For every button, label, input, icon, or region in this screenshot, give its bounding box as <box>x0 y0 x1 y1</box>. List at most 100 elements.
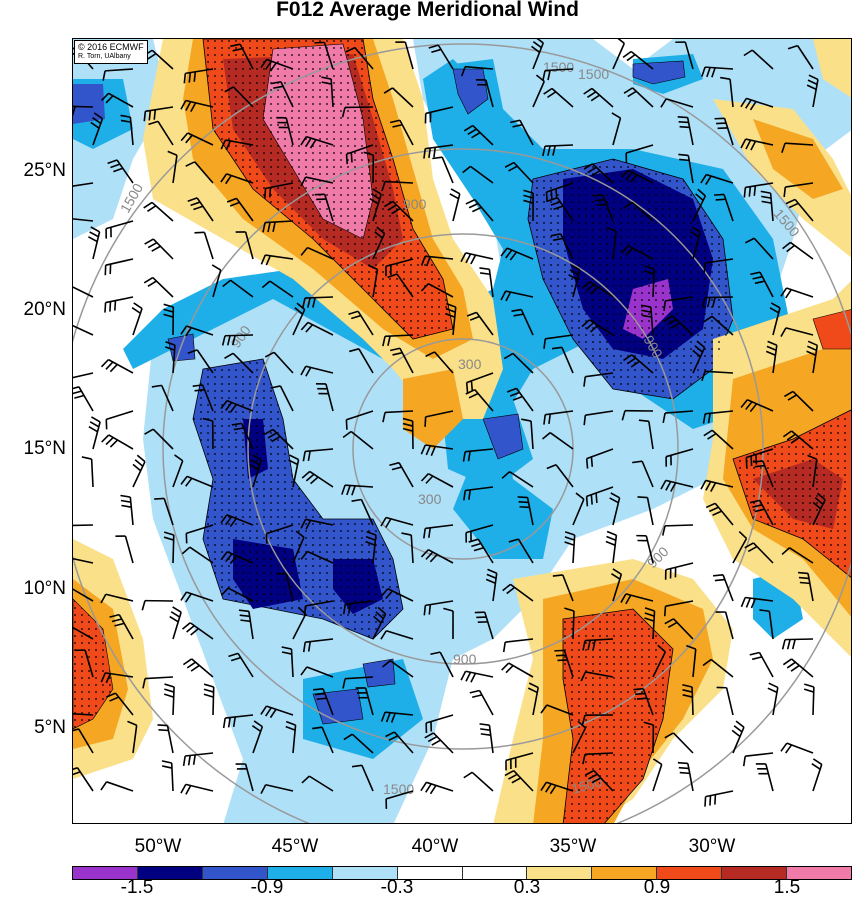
wind-barb-flag <box>363 151 374 156</box>
wind-barb-flag <box>486 573 497 579</box>
wind-barb-flag <box>505 249 513 259</box>
wind-barb-flag <box>463 490 467 501</box>
wind-barb-flag <box>143 276 154 284</box>
wind-barb-flag <box>252 454 262 461</box>
wind-barb-shaft <box>73 588 94 602</box>
wind-barb-flag <box>305 519 312 530</box>
wind-barb-flag <box>740 597 746 608</box>
wind-barb-flag <box>148 120 159 126</box>
wind-barb-flag <box>548 413 552 425</box>
wind-barb-flag <box>469 315 480 321</box>
wind-barb-shaft <box>512 352 534 374</box>
wind-barb-flag <box>109 613 120 618</box>
wind-barb-shaft <box>572 727 587 754</box>
wind-barb-flag <box>747 545 758 553</box>
wind-barb-flag <box>620 593 627 603</box>
wind-barb-flag <box>807 454 818 460</box>
wind-barb-flag <box>260 254 267 265</box>
wind-barb-shaft <box>186 524 214 535</box>
wind-barb-flag <box>180 100 187 110</box>
wind-barb-flag <box>428 44 439 49</box>
wind-barb-flag <box>704 796 707 807</box>
wind-barb-flag <box>144 428 154 435</box>
contour-label: 900 <box>453 651 477 667</box>
wind-barb-shaft <box>78 728 94 754</box>
wind-barb-shaft <box>105 258 134 266</box>
wind-barb-shaft <box>212 269 222 298</box>
wind-barb-flag <box>709 506 719 513</box>
wind-barb-flag <box>787 44 798 50</box>
wind-barb-flag <box>750 271 761 276</box>
wind-barb-shaft <box>354 47 374 70</box>
wind-barb-flag <box>623 201 633 209</box>
contour-label: 1500 <box>570 773 604 797</box>
wind-barb-flag <box>786 661 796 669</box>
wind-barb-flag <box>523 194 534 199</box>
wind-barb-flag <box>814 497 824 505</box>
wind-barb-flag <box>743 187 747 198</box>
wind-barb-shaft <box>90 458 94 488</box>
wind-barb-flag <box>73 106 76 117</box>
wind-barb-flag <box>268 187 272 198</box>
wind-barb-flag <box>714 578 725 582</box>
wind-barb-flag <box>231 422 242 426</box>
wind-barb-flag <box>521 418 532 422</box>
wind-barb-shaft <box>410 535 414 564</box>
wind-barb-shaft <box>265 783 294 792</box>
wind-barb-flag <box>289 454 299 461</box>
wind-barb-flag <box>748 186 752 197</box>
wind-barb-flag <box>711 67 716 78</box>
wind-barb-shaft <box>292 613 307 640</box>
wind-barb-flag <box>472 694 483 699</box>
wind-barb-flag <box>253 720 263 728</box>
wind-barb-flag <box>585 321 595 330</box>
wind-barb-flag <box>542 70 546 81</box>
wind-barb-shaft <box>665 600 694 607</box>
wind-barb-flag <box>701 371 706 382</box>
wind-barb-shaft <box>163 498 174 526</box>
wind-barb-shaft <box>244 231 254 260</box>
wind-barb-flag <box>575 492 585 500</box>
wind-barb-shaft <box>266 524 294 535</box>
wind-barb-flag <box>430 651 441 656</box>
wind-barb-flag <box>424 732 434 739</box>
wind-barb-flag <box>554 649 565 652</box>
wind-barb-flag <box>787 394 798 401</box>
wind-barb-shaft <box>73 324 94 336</box>
wind-barb-flag <box>225 175 232 185</box>
wind-barb-flag <box>585 283 595 292</box>
wind-barb-flag <box>768 682 779 689</box>
wind-barb-flag <box>203 693 214 698</box>
wind-barb-shaft <box>652 651 667 678</box>
wind-barb-shaft <box>768 611 774 640</box>
colorbar <box>72 866 852 880</box>
wind-barb-flag <box>780 327 787 337</box>
wind-barb-flag <box>517 496 528 499</box>
wind-barb-shaft <box>389 660 414 678</box>
wind-barb-flag <box>644 607 655 612</box>
wind-barb-flag <box>295 530 305 538</box>
wind-barb-flag <box>806 350 817 357</box>
wind-barb-flag <box>731 729 741 738</box>
wind-barb-shaft <box>305 176 334 184</box>
wind-barb-flag <box>782 658 793 666</box>
wind-barb-flag <box>221 335 226 346</box>
wind-barb-flag <box>261 280 271 289</box>
wind-barb-flag <box>677 116 688 119</box>
wind-barb-flag <box>300 321 309 331</box>
wind-barb-flag <box>88 426 98 433</box>
lat-label: 25°N <box>23 160 66 181</box>
wind-barb-flag <box>100 672 107 683</box>
wind-barb-flag <box>709 795 712 806</box>
wind-barb-flag <box>468 538 479 543</box>
wind-barb-shaft <box>687 763 694 792</box>
wind-barb-flag <box>91 416 101 423</box>
wind-barb-flag <box>710 482 717 492</box>
wind-barb-flag <box>643 721 654 726</box>
wind-barb-flag <box>469 689 480 694</box>
wind-barb-shaft <box>509 470 534 488</box>
wind-barb-shaft <box>710 658 734 678</box>
wind-barb-flag <box>590 94 601 102</box>
wind-barb-flag <box>682 683 693 688</box>
wind-barb-flag <box>632 460 643 464</box>
